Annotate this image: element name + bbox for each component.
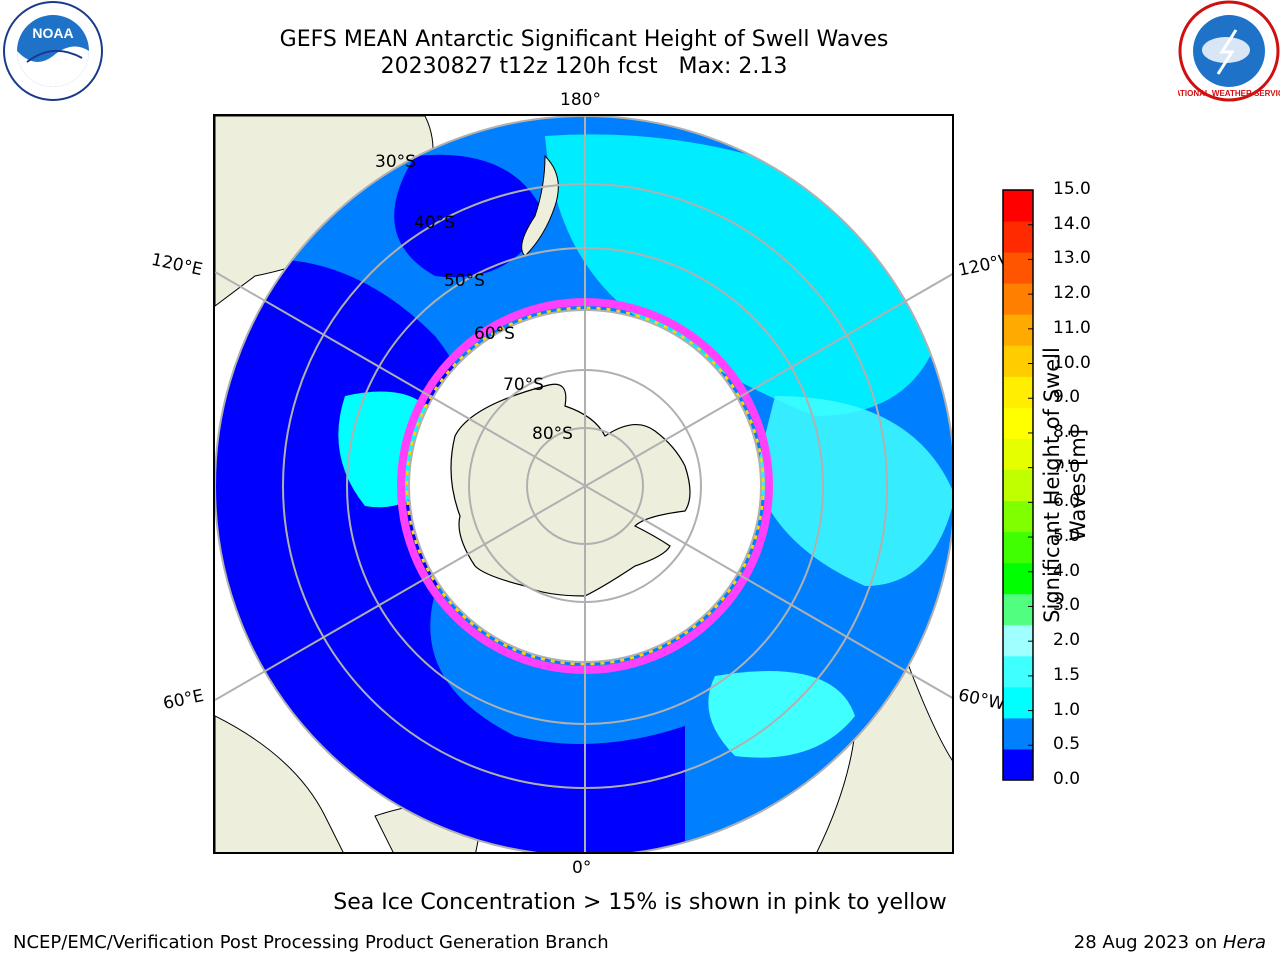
- colorbar-segment: [1003, 500, 1033, 533]
- meridian-label-60e: 60°E: [161, 685, 206, 715]
- graticule: [215, 116, 952, 852]
- colorbar-tick-label: 12.0: [1053, 283, 1091, 304]
- map-svg: [215, 116, 952, 852]
- colorbar-tick-label: 15.0: [1053, 179, 1091, 199]
- noaa-logo: NOAA: [3, 1, 103, 101]
- colorbar-segment: [1003, 717, 1033, 750]
- colorbar-segment: [1003, 469, 1033, 502]
- colorbar-tick-label: 10.0: [1053, 352, 1091, 373]
- colorbar-segment: [1003, 252, 1033, 284]
- parallel-label-60s: 60°S: [474, 324, 515, 344]
- colorbar-segment: [1003, 283, 1033, 315]
- colorbar-segment: [1003, 562, 1033, 595]
- colorbar-tick-label: 1.0: [1053, 699, 1081, 720]
- colorbar-segment: [1003, 655, 1033, 688]
- footer-date-text: 28 Aug 2023 on: [1073, 932, 1223, 953]
- colorbar-tick-label: 8.0: [1053, 421, 1081, 442]
- parallel-label-80s: 80°S: [532, 424, 573, 444]
- colorbar-tick-label: 9.0: [1053, 387, 1081, 408]
- colorbar-segment: [1003, 376, 1033, 408]
- chart-title: GEFS MEAN Antarctic Significant Height o…: [279, 27, 889, 52]
- colorbar-segment: [1003, 345, 1033, 377]
- polar-map: [213, 114, 954, 854]
- parallel-label-30s: 30°S: [375, 152, 416, 172]
- land-antarctica: [450, 383, 691, 597]
- chart-subtitle: 20230827 t12z 120h fcst Max: 2.13: [380, 54, 788, 79]
- colorbar-segment: [1003, 593, 1033, 626]
- meridian-label-60w: 60°W: [956, 685, 1007, 715]
- footer-credit: NCEP/EMC/Verification Post Processing Pr…: [13, 932, 609, 953]
- colorbar-tick-label: 14.0: [1053, 213, 1091, 234]
- colorbar-tick-label: 3.0: [1053, 595, 1081, 616]
- colorbar-segment: [1003, 624, 1033, 657]
- meridian-label-180: 180°: [560, 90, 601, 110]
- meridian-120e-60w: [215, 271, 952, 699]
- swell-dark-north: [394, 154, 545, 278]
- caption: Sea Ice Concentration > 15% is shown in …: [333, 890, 947, 915]
- parallel-label-70s: 70°S: [503, 375, 544, 395]
- colorbar-segment: [1003, 438, 1033, 470]
- colorbar-segment: [1003, 686, 1033, 719]
- colorbar-label: Significant Height of Swell Waves [m]: [1040, 347, 1090, 623]
- footer-machine: Hera: [1222, 932, 1266, 953]
- colorbar-segment: [1003, 314, 1033, 346]
- colorbar-tick-label: 5.0: [1053, 526, 1081, 547]
- colorbar-segment: [1003, 221, 1033, 253]
- land-africa: [215, 715, 344, 852]
- parallel-label-50s: 50°S: [444, 271, 485, 291]
- colorbar-segment: [1003, 531, 1033, 564]
- colorbar-border: [1002, 189, 1034, 781]
- colorbar-tick-label: 11.0: [1053, 317, 1091, 338]
- noaa-logo-text: NOAA: [32, 25, 73, 41]
- colorbar-tick-label: 2.0: [1053, 630, 1081, 651]
- nws-logo: NATIONAL WEATHER SERVICE: [1178, 0, 1280, 102]
- colorbar-tick-label: 7.0: [1053, 456, 1081, 477]
- colorbar-tick-label: 1.5: [1053, 664, 1081, 685]
- colorbar-segment: [1003, 407, 1033, 439]
- swell-cyan-east: [755, 396, 952, 586]
- swell-dark-band: [215, 259, 685, 852]
- colorbar-tick-label: 13.0: [1053, 248, 1091, 269]
- meridian-label-0: 0°: [572, 858, 592, 878]
- colorbar-tick-label: 0.5: [1053, 734, 1081, 755]
- sea-ice-edge-yellow: [405, 306, 765, 666]
- colorbar-segment: [1003, 190, 1033, 222]
- colorbar-tick-label: 4.0: [1053, 560, 1081, 581]
- colorbar-tick-label: 6.0: [1053, 491, 1081, 512]
- nws-logo-text: NATIONAL WEATHER SERVICE: [1178, 89, 1280, 98]
- footer-date: 28 Aug 2023 on Hera: [1074, 932, 1266, 953]
- colorbar-tick-label: 0.0: [1053, 769, 1081, 789]
- colorbar: [1002, 189, 1034, 781]
- colorbar-segment: [1003, 748, 1033, 781]
- meridian-label-120e: 120°E: [149, 249, 205, 281]
- parallel-label-40s: 40°S: [414, 213, 455, 233]
